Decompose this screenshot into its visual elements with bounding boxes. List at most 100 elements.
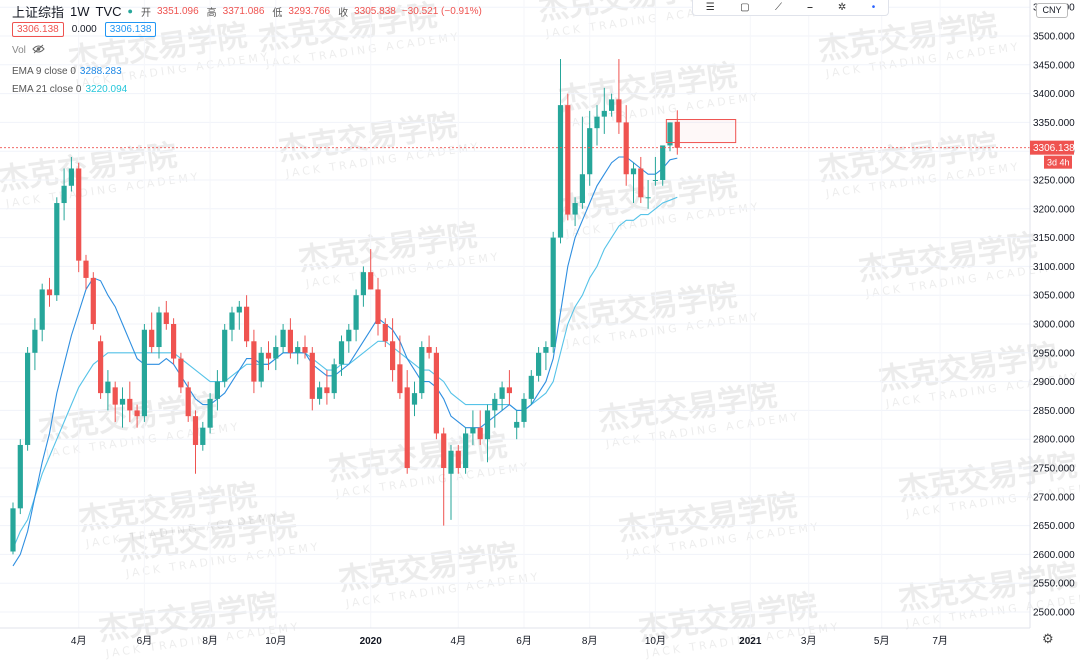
candle-body [98,341,104,394]
candle-body [484,410,491,440]
open-value: 3351.096 [156,5,199,17]
candle-body [594,116,600,129]
line-tool-icon[interactable]: ⟋ [775,2,783,13]
candle-body [587,128,593,175]
candle-body [207,398,213,428]
gear-icon[interactable]: ⚙ [1042,631,1054,646]
bid-tag[interactable]: 3306.138 [12,22,64,37]
candle-body [638,168,644,198]
square-icon[interactable]: ▢ [740,2,750,13]
candle [10,502,16,555]
candle [660,145,666,186]
price-tick-label: 2650.000 [1033,521,1075,532]
candle [25,347,31,451]
candle-body [119,398,126,405]
candle [214,370,220,411]
candle-body [536,352,542,376]
price-tick-label: 2950.000 [1033,348,1075,359]
countdown-tag: 3d 4h [1047,158,1070,168]
candle [98,335,104,399]
countdown-tag-bg [1044,155,1072,169]
time-axis[interactable]: 4月 6月 8月 10月 2020 4月 6月 8月 10月 2021 5月 7月 3月 [71,635,948,647]
ema21-value: 3220.094 [85,84,128,95]
candle [499,381,505,411]
candle [134,404,140,428]
candle [236,300,242,330]
ask-tag[interactable]: 3306.138 [104,22,157,37]
candle [470,410,476,445]
candle-body [251,341,257,382]
interval-label[interactable]: 1W [70,3,90,19]
candle [17,439,23,515]
candle-body [46,289,53,296]
candle-body [477,427,483,440]
candle-body [273,347,279,359]
candle [638,156,644,204]
candle-body [76,168,82,261]
candle [112,381,118,422]
candle [295,341,301,365]
price-tick-label: 3400.000 [1033,89,1075,100]
price-tick-label: 2750.000 [1033,464,1075,475]
drawing-toolbar: ☰ ▢ ⟋ ⎯ ✲ • [692,0,889,16]
currency-button[interactable]: CNY [1036,3,1068,18]
candle [83,254,89,290]
symbol-name[interactable]: 上证综指 [12,4,65,20]
hline-tool-icon[interactable]: ⎯ [807,2,813,13]
candle-body [353,295,359,330]
drawing-layer[interactable] [0,119,1030,149]
candle-body [134,410,140,417]
price-axis[interactable]: 2500.000 2550.000 2600.000 2650.000 2700.000… [0,0,1075,629]
candle [265,341,272,371]
candle [484,404,491,463]
candle-body [514,421,520,428]
high-value: 3371.086 [222,5,265,17]
price-tick-label: 2500.000 [1033,608,1075,619]
node-tool-icon[interactable]: ✲ [837,2,847,13]
align-icon[interactable]: ☰ [705,2,715,13]
time-tick-label: 4月 [451,635,467,647]
candle-body [127,398,133,411]
more-dot-icon[interactable]: • [871,2,876,13]
ema21-legend[interactable]: EMA 21 close 0 3220.094 [12,84,127,95]
candle [572,197,578,227]
candle-body [419,347,425,394]
candle-body [112,387,118,405]
candle [382,318,388,348]
candle-body [214,381,220,399]
candle-body [463,433,469,468]
candle-body [674,121,680,148]
candle [149,312,155,353]
time-tick-label: 5月 [874,635,890,647]
volume-indicator[interactable]: Vol [12,44,45,57]
candle-body [565,105,571,215]
candle-body [338,341,345,365]
candle-body [492,398,498,411]
candle [565,93,571,221]
quote-tags: 3306.138 0.000 3306.138 [12,22,157,37]
candle [61,168,67,221]
symbol-header[interactable]: 上证综指 1W TVC ● 开 3351.096 高 3371.086 低 3293.… [12,2,482,20]
candle [302,335,308,359]
eye-hidden-icon[interactable] [32,44,45,57]
ema9-label: EMA 9 close 0 [12,66,76,77]
candle-body [390,341,396,371]
candle-body [185,387,191,417]
market-status-dot-icon: ● [127,6,133,16]
candle [645,180,651,209]
rectangle-drawing [665,119,737,144]
last-price-tag-bg [1030,140,1074,155]
candle-body [192,416,199,445]
price-tick-label: 3200.000 [1033,204,1075,215]
candle [156,306,162,359]
ema9-legend[interactable]: EMA 9 close 0 3288.283 [12,66,122,77]
candle [492,393,498,428]
candle [54,197,60,301]
spread-value: 0.000 [71,24,97,35]
candle-body [10,508,16,552]
candle-body [543,347,549,353]
